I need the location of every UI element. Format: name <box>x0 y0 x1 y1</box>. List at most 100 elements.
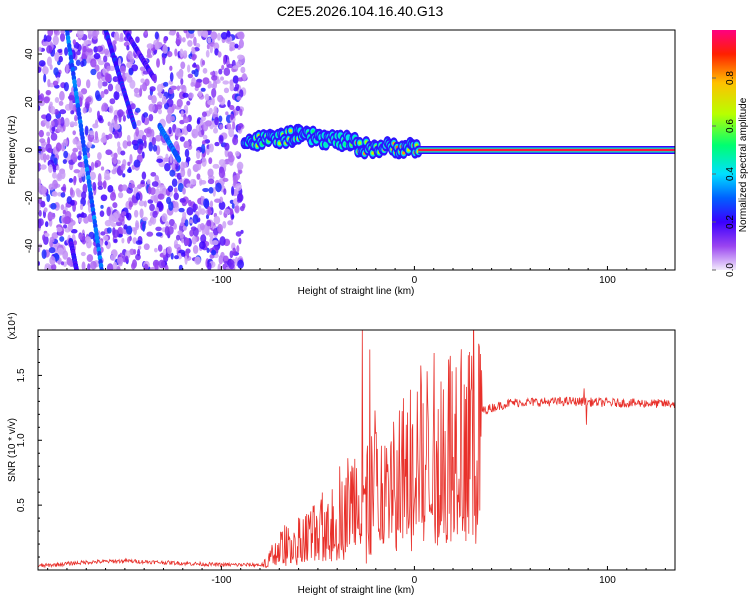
spectrogram-noise-cell <box>106 65 111 72</box>
spectrogram-noise-cell <box>112 229 120 238</box>
spectrogram-noise-cell <box>161 187 167 196</box>
spectrogram-noise-cell <box>126 140 132 147</box>
spectrogram-noise-cell <box>45 154 50 161</box>
spectrogram-noise-cell <box>104 240 108 246</box>
spectrogram-noise-cell <box>158 259 166 269</box>
spectrogram-noise-cell <box>202 67 208 74</box>
spectrogram-noise-cell <box>240 229 244 234</box>
spectrogram-noise-cell <box>219 236 226 246</box>
spectrogram-noise-cell <box>174 127 181 137</box>
snr-multiplier-label: (x10⁴) <box>7 312 18 339</box>
spectrogram-noise-cell <box>172 103 177 110</box>
spectrogram-noise-cell <box>133 209 139 218</box>
spectrogram-noise-cell <box>143 200 147 208</box>
spectrogram-noise-cell <box>60 170 66 180</box>
spectrogram-noise-cell <box>213 127 219 134</box>
snr-y-tick-label: 0.5 <box>16 498 27 512</box>
spectrogram-noise-cell <box>207 37 212 44</box>
spectrogram-noise-cell <box>202 134 208 140</box>
spectrogram-noise-cell <box>220 76 225 81</box>
spectrogram-noise-cell <box>179 198 186 203</box>
carrier-core-cell <box>346 135 351 140</box>
spectrogram-noise-cell <box>212 163 220 169</box>
spectrogram-noise-cell <box>176 71 183 78</box>
spectrogram-noise-cell <box>38 145 42 153</box>
spectrogram-noise-cell <box>143 243 150 251</box>
spectrogram-noise-cell <box>180 110 184 118</box>
spectrogram-noise-cell <box>103 55 108 63</box>
spectrogram-noise-cell <box>180 167 186 178</box>
spectrogram-noise-cell <box>206 247 210 253</box>
spectrogram-noise-cell <box>69 199 75 206</box>
spectrogram-noise-cell <box>219 135 224 142</box>
spectrogram-noise-cell <box>103 48 110 56</box>
spectrogram-noise-cell <box>139 208 144 219</box>
spectrogram-noise-cell <box>45 113 52 122</box>
spectrogram-noise-cell <box>146 231 154 237</box>
spectrogram-noise-cell <box>78 216 83 223</box>
spectrogram-noise-cell <box>85 96 92 103</box>
spectrogram-noise-cell <box>135 240 143 245</box>
spectrogram-noise-cell <box>218 210 223 216</box>
spectrogram-noise-cell <box>238 237 242 245</box>
spectrogram-noise-cell <box>223 188 227 196</box>
spectrogram-noise-cell <box>47 30 54 37</box>
spectrogram-noise-cell <box>228 127 235 138</box>
spectrogram-noise-cell <box>161 213 168 223</box>
spectrogram-noise-cell <box>164 226 170 236</box>
spectrogram-noise-cell <box>184 255 188 265</box>
spectrogram-noise-cell <box>129 79 136 89</box>
spectrogram-noise-cell <box>189 229 194 237</box>
spectrogram-noise-cell <box>137 248 141 257</box>
spectrogram-noise-cell <box>186 123 192 133</box>
spectrogram-noise-cell <box>154 31 159 40</box>
spectrogram-noise-cell <box>213 215 221 225</box>
spectrogram-noise-cell <box>57 247 64 256</box>
spectrogram-noise-cell <box>140 78 145 84</box>
spectrogram-noise-cell <box>208 107 213 115</box>
spectrogram-noise-cell <box>169 169 176 177</box>
spectrogram-noise-cell <box>182 116 190 124</box>
spectrogram-noise-cell <box>191 63 198 68</box>
spectrogram-noise-cell <box>234 43 239 49</box>
spectrogram-noise-cell <box>218 159 226 166</box>
spectrogram-noise-cell <box>206 219 212 227</box>
spectrogram-noise-cell <box>183 30 188 34</box>
spectrogram-noise-cell <box>72 156 78 163</box>
spectrogram-noise-cell <box>196 173 201 180</box>
spectrogram-noise-cell <box>168 30 174 36</box>
spectrogram-noise-cell <box>181 252 186 257</box>
spectrogram-noise-cell <box>89 171 97 181</box>
snr-x-tick-label: 100 <box>599 575 616 586</box>
spectrogram-noise-cell <box>214 48 219 56</box>
spectrogram-noise-cell <box>103 88 109 95</box>
spectrogram-noise-cell <box>162 56 166 66</box>
spectrogram-streak-cell <box>151 74 157 82</box>
spectrogram-noise-cell <box>179 222 185 227</box>
spectrogram-noise-cell <box>72 130 77 136</box>
spectrogram-noise-cell <box>86 152 91 159</box>
spectrogram-noise-cell <box>223 255 229 262</box>
spectrogram-noise-cell <box>222 55 227 65</box>
spectrogram-noise-cell <box>70 110 75 115</box>
spectrogram-noise-cell <box>239 108 243 117</box>
spectrogram-noise-cell <box>168 218 175 227</box>
spectrogram-noise-cell <box>48 212 56 220</box>
spectrogram-noise-cell <box>191 69 196 75</box>
spectrogram-noise-cell <box>106 206 111 217</box>
spectrogram-noise-cell <box>142 222 146 232</box>
spectrogram-noise-cell <box>131 64 139 72</box>
spectrogram-noise-cell <box>109 98 116 105</box>
spectrogram-noise-cell <box>124 72 131 78</box>
spectrogram-noise-cell <box>194 256 201 265</box>
spectrogram-streak-cell <box>176 156 182 163</box>
spectrogram-noise-cell <box>227 31 231 38</box>
spectrogram-noise-cell <box>68 178 74 183</box>
colorbar: 0.0 0.2 0.4 0.6 0.8 Normalized spectral ampl… <box>712 30 749 277</box>
spectrogram-noise-cell <box>102 235 109 241</box>
colorbar-label: Normalized spectral amplitude <box>738 97 749 232</box>
spectrogram-noise-cell <box>210 31 218 40</box>
spectrogram-noise-cell <box>222 177 229 182</box>
spectrogram-noise-cell <box>224 142 230 151</box>
spectrogram-noise-cell <box>171 178 178 188</box>
